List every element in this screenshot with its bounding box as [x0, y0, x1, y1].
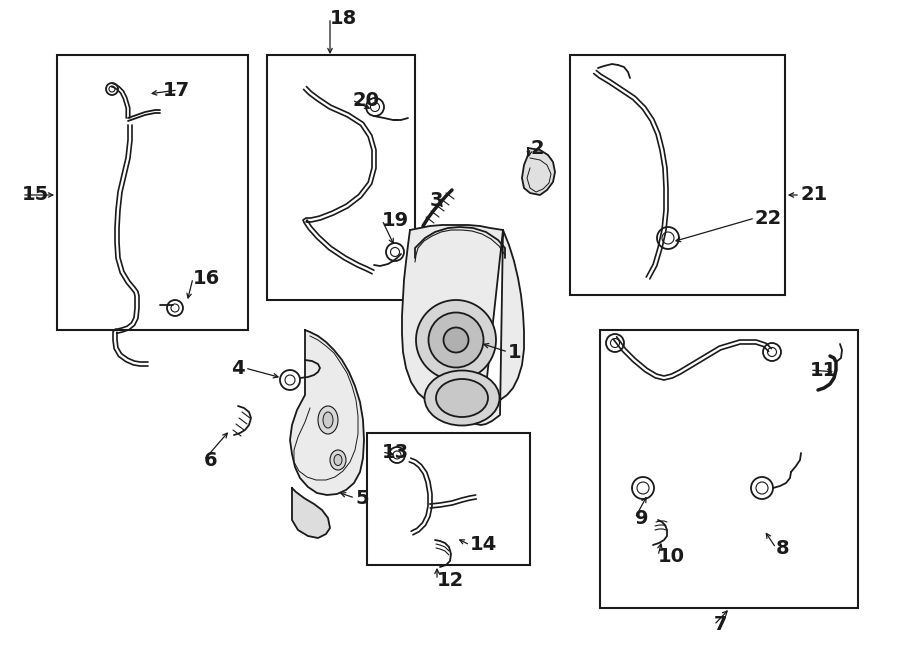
Bar	[57, 55, 248, 330]
Text: 9: 9	[635, 508, 649, 528]
Text: 6: 6	[204, 451, 218, 469]
Text: 19: 19	[382, 211, 410, 230]
Text: 10: 10	[658, 547, 685, 565]
Text: 21: 21	[800, 185, 827, 205]
Bar	[570, 55, 785, 295]
Text: 14: 14	[470, 536, 497, 555]
Text: 3: 3	[430, 191, 444, 209]
Text: 12: 12	[437, 571, 464, 589]
Text: 17: 17	[163, 81, 190, 99]
Bar	[600, 330, 858, 608]
Text: 13: 13	[382, 442, 410, 461]
Text: 1: 1	[508, 342, 522, 361]
Polygon shape	[292, 488, 330, 538]
Ellipse shape	[318, 406, 338, 434]
Text: 16: 16	[193, 269, 220, 287]
Bar	[367, 433, 530, 565]
Ellipse shape	[334, 455, 342, 465]
Ellipse shape	[428, 312, 483, 367]
Text: 4: 4	[231, 359, 245, 377]
Ellipse shape	[416, 300, 496, 380]
Polygon shape	[402, 225, 524, 425]
Polygon shape	[290, 330, 364, 495]
Text: 7: 7	[714, 616, 727, 634]
Ellipse shape	[330, 450, 346, 470]
Ellipse shape	[444, 328, 469, 352]
Polygon shape	[522, 148, 555, 195]
Text: 11: 11	[810, 361, 837, 379]
Ellipse shape	[323, 412, 333, 428]
Text: 22: 22	[755, 209, 782, 228]
Text: 15: 15	[22, 185, 50, 205]
Text: 5: 5	[355, 489, 369, 508]
Ellipse shape	[425, 371, 500, 426]
Text: 8: 8	[776, 538, 789, 557]
Text: 2: 2	[530, 138, 544, 158]
Bar	[267, 55, 415, 300]
Text: 18: 18	[330, 9, 357, 28]
Ellipse shape	[436, 379, 488, 417]
Text: 20: 20	[352, 91, 379, 109]
